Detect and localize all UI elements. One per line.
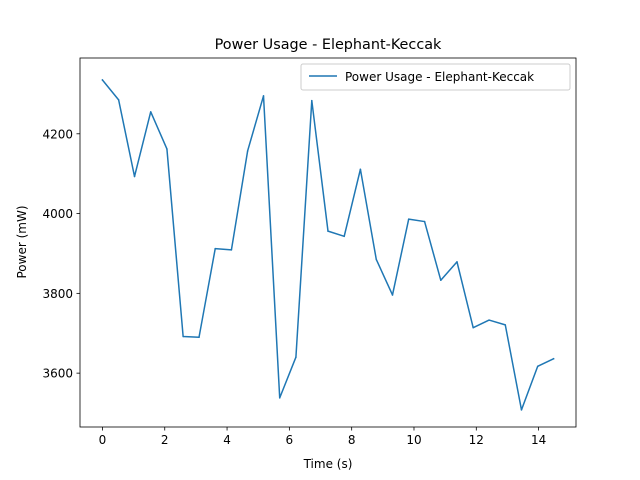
data-point — [359, 168, 362, 171]
x-axis-label: Time (s) — [303, 457, 353, 471]
data-point — [407, 218, 410, 220]
data-point — [423, 220, 426, 223]
x-tick-label: 12 — [469, 433, 484, 447]
data-point — [182, 335, 184, 338]
data-point — [504, 324, 507, 326]
y-tick-label: 3800 — [42, 287, 73, 301]
data-point — [343, 235, 345, 238]
data-point — [520, 409, 523, 411]
axes-frame — [79, 57, 577, 428]
data-point — [133, 175, 136, 178]
data-point — [262, 95, 265, 97]
chart-title: Power Usage - Elephant-Keccak — [215, 37, 442, 53]
data-point — [375, 258, 378, 261]
data-point — [278, 397, 281, 399]
data-point — [536, 365, 539, 368]
data-point — [166, 148, 168, 150]
legend-box — [300, 63, 571, 91]
y-axis-label: Power (mW) — [15, 205, 29, 278]
x-tick-label: 14 — [531, 433, 546, 447]
data-point — [456, 261, 458, 263]
x-tick-label: 10 — [406, 433, 421, 447]
data-point — [327, 230, 329, 232]
data-point — [101, 79, 104, 81]
data-point — [117, 99, 120, 101]
data-point — [391, 294, 394, 296]
x-tick-label: 4 — [223, 433, 231, 447]
legend: Power Usage - Elephant-Keccak — [300, 63, 571, 91]
data-point — [488, 319, 490, 321]
data-point — [198, 336, 200, 338]
x-tick-label: 6 — [286, 433, 294, 447]
data-point — [311, 99, 313, 102]
data-point — [246, 150, 249, 152]
y-tick-label: 4000 — [42, 207, 73, 221]
data-point — [214, 247, 216, 250]
plot-area: 0 2 4 6 8 10 12 14 3600 3800 4000 4200 — [42, 57, 577, 447]
y-tick-label: 4200 — [42, 127, 73, 141]
x-tick-label: 0 — [99, 433, 107, 447]
x-tick-label: 2 — [161, 433, 169, 447]
data-point — [230, 249, 233, 251]
y-tick-label: 3600 — [42, 367, 73, 381]
data-point — [295, 356, 297, 358]
data-point — [149, 111, 152, 113]
data-point — [472, 326, 474, 329]
data-point — [440, 279, 442, 281]
data-point — [552, 358, 555, 360]
legend-label: Power Usage - Elephant-Keccak — [345, 70, 534, 84]
x-tick-label: 8 — [348, 433, 356, 447]
